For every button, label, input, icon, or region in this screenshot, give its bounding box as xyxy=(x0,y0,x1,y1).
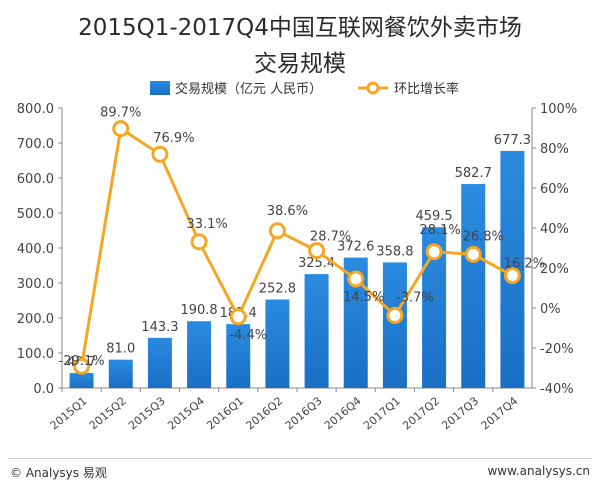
bar-value-label: 459.5 xyxy=(415,209,452,224)
footer-divider xyxy=(8,458,592,459)
line-point xyxy=(464,245,482,263)
legend-line-marker xyxy=(366,81,380,95)
bar-value-label: 582.7 xyxy=(455,166,492,181)
line-point xyxy=(386,306,404,324)
bar xyxy=(108,359,133,388)
right-axis-tick-label: -20% xyxy=(540,342,574,357)
left-axis-tick-label: 800.0 xyxy=(17,102,54,117)
legend-line-label: 环比增长率 xyxy=(394,81,459,97)
x-axis-tick-label: 2017Q3 xyxy=(439,394,481,432)
line-point xyxy=(268,222,286,240)
bar xyxy=(69,373,94,388)
bar xyxy=(187,321,212,388)
legend-bar-label: 交易规模（亿元 人民币） xyxy=(175,81,322,97)
right-axis-tick-label: 0% xyxy=(540,302,561,317)
bar-value-label: 252.8 xyxy=(259,282,296,297)
x-axis-tick-label: 2017Q4 xyxy=(479,394,521,432)
line-value-label: 76.9% xyxy=(153,131,194,146)
right-axis-tick-label: 20% xyxy=(540,262,569,277)
chart-title-line1: 2015Q1-2017Q4中国互联网餐饮外卖市场 xyxy=(78,15,522,41)
bar-value-label: 143.3 xyxy=(141,320,178,335)
x-axis-tick-label: 2016Q4 xyxy=(322,394,364,432)
bar xyxy=(304,274,329,388)
left-axis-tick-label: 100.0 xyxy=(17,347,54,362)
left-axis-tick-label: 500.0 xyxy=(17,207,54,222)
left-axis-tick-label: 200.0 xyxy=(17,312,54,327)
line-value-label: -4.4% xyxy=(229,328,267,343)
legend-bar-swatch xyxy=(150,81,170,95)
bar-value-label: 325.4 xyxy=(298,256,335,271)
line-point xyxy=(190,233,208,251)
chart-title-line2: 交易规模 xyxy=(254,51,346,77)
left-axis-tick-label: 300.0 xyxy=(17,277,54,292)
left-axis-tick-label: 700.0 xyxy=(17,137,54,152)
bar-value-label: 358.8 xyxy=(376,244,413,259)
bar-value-label: 81.0 xyxy=(106,342,135,357)
right-axis-tick-label: 80% xyxy=(540,142,569,157)
line-value-label: 14.5% xyxy=(343,290,384,305)
line-value-label: -29.1% xyxy=(59,354,105,369)
line-value-label: 89.7% xyxy=(100,106,141,121)
bar xyxy=(265,299,290,388)
x-axis-tick-label: 2016Q2 xyxy=(244,394,286,432)
line-point xyxy=(112,120,130,138)
left-axis-tick-label: 400.0 xyxy=(17,242,54,257)
line-value-label: 16.2% xyxy=(504,257,545,272)
x-axis-tick-label: 2015Q4 xyxy=(165,394,207,432)
line-point xyxy=(503,267,521,285)
footer-website: www.analysys.cn xyxy=(487,464,590,478)
line-point xyxy=(425,243,443,261)
bar xyxy=(226,324,251,388)
x-axis-tick-label: 2016Q1 xyxy=(204,394,246,432)
right-axis-tick-label: 100% xyxy=(540,102,577,117)
line-point xyxy=(229,308,247,326)
x-axis-tick-label: 2015Q3 xyxy=(126,394,168,432)
bar-value-label: 677.3 xyxy=(494,133,531,148)
right-axis-tick-label: 40% xyxy=(540,222,569,237)
bar-value-label: 190.8 xyxy=(180,303,217,318)
right-axis-tick-label: 60% xyxy=(540,182,569,197)
x-axis-tick-label: 2016Q3 xyxy=(283,394,325,432)
bar-value-label: 372.6 xyxy=(337,240,374,255)
x-axis-tick-label: 2017Q1 xyxy=(361,394,403,432)
left-axis-tick-label: 600.0 xyxy=(17,172,54,187)
combo-chart: 0.0 100.0 200.0 300.0 400.0 500.0 600.0 700.0 80… xyxy=(17,81,577,432)
line-value-label: 38.6% xyxy=(267,204,308,219)
line-value-label: -3.7% xyxy=(396,290,434,305)
bar xyxy=(147,337,172,388)
bar xyxy=(461,184,486,388)
footer-copyright: © Analysys 易观 xyxy=(10,466,107,480)
bar xyxy=(382,262,407,388)
line-point xyxy=(73,357,91,375)
line-value-label: 26.8% xyxy=(463,229,504,244)
line-point xyxy=(151,145,169,163)
left-axis-tick-label: 0.0 xyxy=(33,382,54,397)
line-value-label: 28.1% xyxy=(419,223,460,238)
line-point xyxy=(308,242,326,260)
line-point xyxy=(347,270,365,288)
right-axis-tick-label: -40% xyxy=(540,382,574,397)
x-axis-tick-label: 2017Q2 xyxy=(400,394,442,432)
line-value-label: 33.1% xyxy=(186,217,227,232)
x-axis-tick-label: 2015Q1 xyxy=(48,394,90,432)
x-axis-tick-label: 2015Q2 xyxy=(87,394,129,432)
line-value-label: 28.7% xyxy=(310,230,351,245)
